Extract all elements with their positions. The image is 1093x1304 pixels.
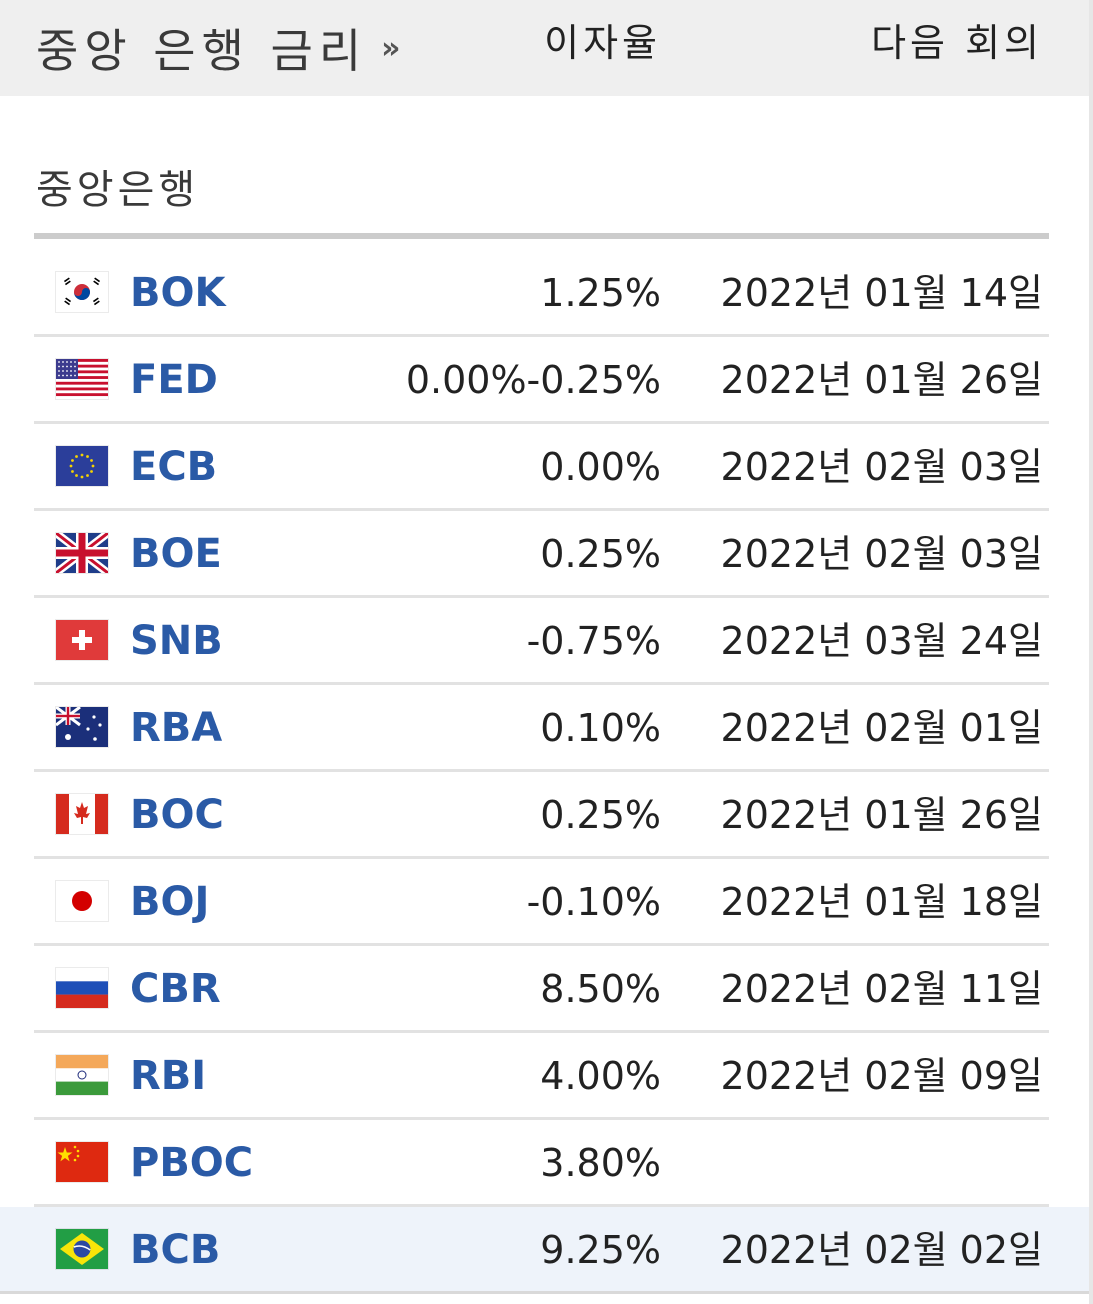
switzerland-flag-icon bbox=[56, 620, 108, 660]
next-meeting-date: 2022년 02월 03일 bbox=[720, 532, 1043, 576]
bank-link[interactable]: CBR bbox=[130, 966, 221, 1012]
table-row[interactable]: BOC 0.25% 2022년 01월 26일 bbox=[0, 772, 1089, 859]
table-row[interactable]: BCB 9.25% 2022년 02월 02일 bbox=[0, 1207, 1089, 1294]
panel-header[interactable]: 중앙 은행 금리 » bbox=[0, 0, 1089, 96]
table-row[interactable]: SNB -0.75% 2022년 03월 24일 bbox=[0, 598, 1089, 685]
row-divider bbox=[34, 856, 1049, 859]
south-korea-flag-icon bbox=[56, 272, 108, 312]
interest-rate: 3.80% bbox=[540, 1141, 661, 1185]
interest-rate: 0.00%-0.25% bbox=[405, 358, 661, 402]
row-divider bbox=[34, 1117, 1049, 1120]
row-divider bbox=[34, 769, 1049, 772]
interest-rate: 0.00% bbox=[540, 445, 661, 489]
bank-link[interactable]: BOC bbox=[130, 792, 224, 838]
rates-table-body: BOK 1.25% 2022년 01월 14일 FED 0.00%-0.25% 2022년… bbox=[0, 250, 1089, 1294]
russia-flag-icon bbox=[56, 968, 108, 1008]
table-row[interactable]: ECB 0.00% 2022년 02월 03일 bbox=[0, 424, 1089, 511]
row-divider bbox=[34, 1030, 1049, 1033]
bank-link[interactable]: SNB bbox=[130, 618, 223, 664]
next-meeting-date: 2022년 02월 02일 bbox=[720, 1228, 1043, 1272]
table-row[interactable]: RBA 0.10% 2022년 02월 01일 bbox=[0, 685, 1089, 772]
next-meeting-date: 2022년 02월 09일 bbox=[720, 1054, 1043, 1098]
next-meeting-date: 2022년 02월 03일 bbox=[720, 445, 1043, 489]
interest-rate: -0.75% bbox=[526, 619, 661, 663]
interest-rate: 9.25% bbox=[540, 1228, 661, 1272]
bank-link[interactable]: RBI bbox=[130, 1053, 207, 1099]
row-divider bbox=[34, 943, 1049, 946]
uk-flag-icon bbox=[56, 533, 108, 573]
table-row[interactable]: BOJ -0.10% 2022년 01월 18일 bbox=[0, 859, 1089, 946]
usa-flag-icon bbox=[56, 359, 108, 399]
next-meeting-date: 2022년 01월 18일 bbox=[720, 880, 1043, 924]
column-header-rate: 이자율 bbox=[544, 21, 661, 65]
bank-link[interactable]: BOE bbox=[130, 531, 222, 577]
china-flag-icon bbox=[56, 1142, 108, 1182]
header-divider bbox=[34, 233, 1049, 239]
double-chevron-right-icon[interactable]: » bbox=[381, 30, 401, 66]
table-row[interactable]: PBOC 3.80% bbox=[0, 1120, 1089, 1207]
row-divider bbox=[34, 421, 1049, 424]
interest-rate: 0.25% bbox=[540, 793, 661, 837]
bank-link[interactable]: ECB bbox=[130, 444, 218, 490]
bank-link[interactable]: RBA bbox=[130, 705, 223, 751]
row-divider bbox=[34, 595, 1049, 598]
india-flag-icon bbox=[56, 1055, 108, 1095]
brazil-flag-icon bbox=[56, 1229, 108, 1269]
bank-link[interactable]: FED bbox=[130, 357, 218, 403]
row-divider bbox=[0, 1291, 1089, 1294]
next-meeting-date: 2022년 01월 14일 bbox=[720, 271, 1043, 315]
interest-rate: 0.10% bbox=[540, 706, 661, 750]
bank-link[interactable]: BOJ bbox=[130, 879, 210, 925]
bank-link[interactable]: BCB bbox=[130, 1227, 221, 1273]
next-meeting-date: 2022년 01월 26일 bbox=[720, 793, 1043, 837]
table-row[interactable]: BOK 1.25% 2022년 01월 14일 bbox=[0, 250, 1089, 337]
interest-rate: 1.25% bbox=[540, 271, 661, 315]
australia-flag-icon bbox=[56, 707, 108, 747]
table-row[interactable]: FED 0.00%-0.25% 2022년 01월 26일 bbox=[0, 337, 1089, 424]
interest-rate: -0.10% bbox=[526, 880, 661, 924]
next-meeting-date: 2022년 02월 11일 bbox=[720, 967, 1043, 1011]
bank-link[interactable]: BOK bbox=[130, 270, 226, 316]
next-meeting-date: 2022년 02월 01일 bbox=[720, 706, 1043, 750]
next-meeting-date: 2022년 01월 26일 bbox=[720, 358, 1043, 402]
next-meeting-date: 2022년 03월 24일 bbox=[720, 619, 1043, 663]
column-header-next-meeting: 다음 회의 bbox=[871, 21, 1043, 65]
canada-flag-icon bbox=[56, 794, 108, 834]
panel-title[interactable]: 중앙 은행 금리 bbox=[36, 24, 368, 78]
table-row[interactable]: BOE 0.25% 2022년 02월 03일 bbox=[0, 511, 1089, 598]
table-row[interactable]: RBI 4.00% 2022년 02월 09일 bbox=[0, 1033, 1089, 1120]
row-divider bbox=[34, 508, 1049, 511]
interest-rate: 0.25% bbox=[540, 532, 661, 576]
column-header-bank: 중앙은행 bbox=[36, 167, 200, 213]
interest-rate: 4.00% bbox=[540, 1054, 661, 1098]
row-divider bbox=[34, 682, 1049, 685]
table-row[interactable]: CBR 8.50% 2022년 02월 11일 bbox=[0, 946, 1089, 1033]
interest-rate: 8.50% bbox=[540, 967, 661, 1011]
row-divider bbox=[34, 334, 1049, 337]
japan-flag-icon bbox=[56, 881, 108, 921]
eu-flag-icon bbox=[56, 446, 108, 486]
bank-link[interactable]: PBOC bbox=[130, 1140, 254, 1186]
row-divider bbox=[34, 1204, 1049, 1207]
